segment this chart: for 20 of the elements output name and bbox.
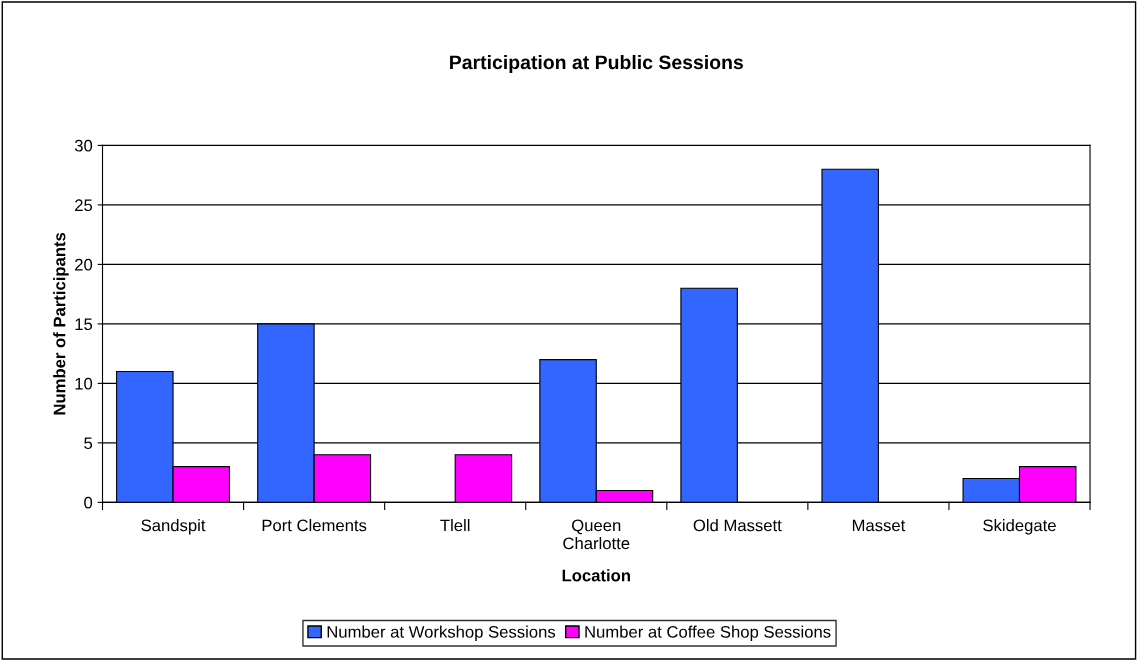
y-tick-label: 0 bbox=[84, 496, 93, 509]
x-axis-title: Location bbox=[562, 569, 630, 582]
x-tick-label: Skidegate bbox=[983, 519, 1056, 535]
legend-label: Number at Coffee Shop Sessions bbox=[585, 625, 831, 642]
y-tick-label: 20 bbox=[75, 258, 93, 271]
x-tick-label: Masset bbox=[852, 519, 906, 532]
x-tick-label: Sandspit bbox=[141, 519, 206, 535]
y-tick-label: 25 bbox=[75, 199, 93, 212]
x-tick-label: Queen Charlotte bbox=[563, 519, 630, 550]
y-axis-title: Number of Participants bbox=[53, 232, 69, 415]
y-tick-label: 30 bbox=[74, 139, 93, 152]
x-tick-label: Old Massett bbox=[693, 519, 782, 532]
chart-title: Participation at Public Sessions bbox=[450, 54, 743, 74]
y-tick-label: 5 bbox=[84, 437, 93, 450]
legend-label: Number at Workshop Sessions bbox=[327, 625, 556, 642]
x-tick-label: Tlell bbox=[440, 519, 470, 532]
bar bbox=[454, 454, 513, 503]
y-tick-label: 10 bbox=[75, 377, 93, 390]
x-tick-label: Port Clements bbox=[262, 519, 367, 532]
y-tick-label: 15 bbox=[75, 318, 93, 331]
